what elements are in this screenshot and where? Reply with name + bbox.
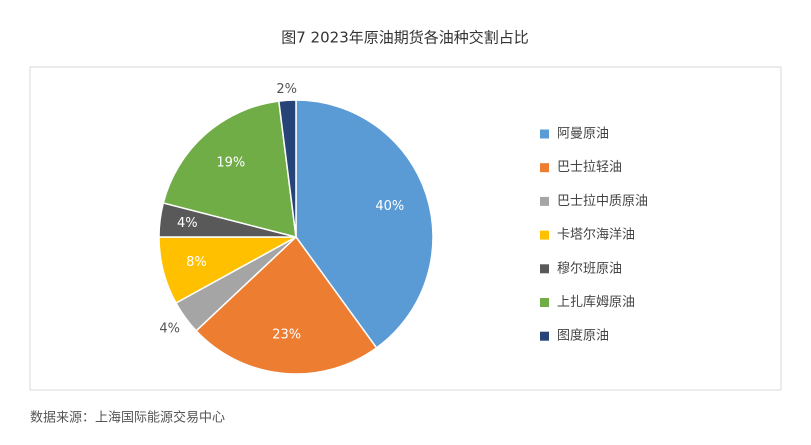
legend-swatch: [540, 264, 549, 274]
data-label: 19%: [216, 156, 245, 171]
pie-slice: [162, 100, 297, 239]
pie-slice: [277, 99, 297, 238]
chart-title: 图7 2023年原油期货各油种交割占比: [281, 29, 529, 47]
legend-label: 阿曼原油: [557, 127, 609, 142]
legend-label: 穆尔班原油: [557, 261, 622, 276]
data-label: 2%: [276, 82, 297, 97]
data-label: 4%: [159, 321, 180, 336]
legend-swatch: [540, 230, 549, 240]
pie-slice: [295, 99, 434, 349]
legend-label: 图度原油: [557, 328, 609, 344]
legend-label: 巴士拉轻油: [557, 160, 622, 175]
legend-label: 上扎库姆原油: [557, 294, 635, 310]
legend-label: 卡塔尔海洋油: [557, 228, 635, 243]
source-note: 数据来源：上海国际能源交易中心: [30, 410, 225, 426]
legend-swatch: [540, 298, 549, 307]
legend-swatch: [540, 129, 549, 139]
plot-frame: [29, 66, 782, 391]
data-label: 23%: [272, 328, 301, 343]
legend-label: 巴士拉中质原油: [557, 194, 648, 209]
legend-swatch: [540, 331, 549, 341]
data-label: 40%: [375, 199, 404, 214]
pie-slice: [195, 235, 378, 375]
legend-swatch: [540, 196, 549, 206]
data-label: 4%: [177, 216, 198, 231]
data-label: 8%: [186, 255, 207, 270]
legend-swatch: [540, 163, 549, 173]
